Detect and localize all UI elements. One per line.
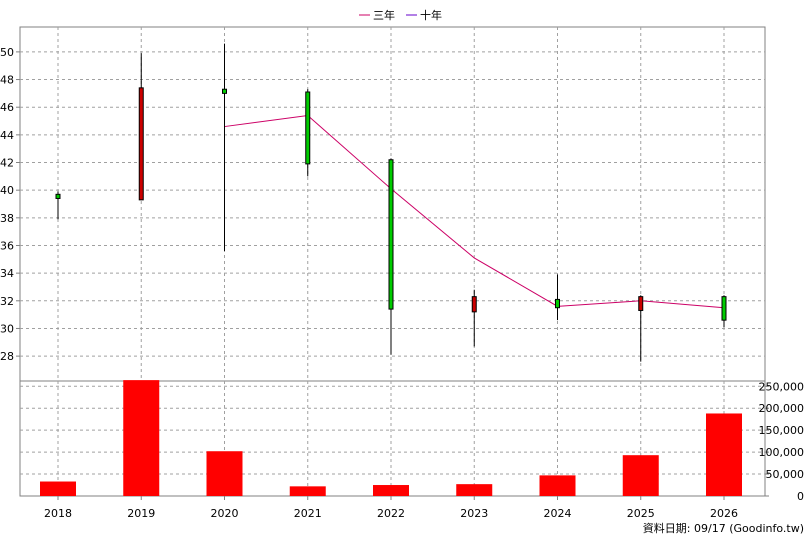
candlestick-series [55,43,727,362]
three-year-line-path [224,114,725,309]
price-y-tick-label: 46 [0,101,14,114]
price-y-tick-label: 30 [0,322,14,335]
candle-body [55,193,61,199]
price-y-tick-label: 40 [0,184,14,197]
volume-y-axis-ticks: 0 50,000 100,000 150,000 200,000 250,000 [759,380,805,503]
three-year-average-line [224,114,725,309]
price-y-tick-label: 34 [0,267,14,280]
price-y-axis-ticks: 28 30 32 34 36 38 40 42 44 46 48 50 [0,46,20,363]
price-y-tick-label: 44 [0,129,14,142]
x-tick-label: 2026 [710,507,738,520]
price-y-tick-label: 42 [0,157,14,170]
price-y-tick-label: 28 [0,350,14,363]
x-tick-label: 2023 [460,507,488,520]
legend: 三年 十年 [359,8,442,22]
volume-bar [40,481,76,496]
volume-bar [539,475,576,496]
x-tick-label: 2021 [294,507,322,520]
candle-body [305,91,311,165]
volume-y-tick-label: 50,000 [766,468,805,481]
candle-body [222,88,227,94]
volume-bar-series [40,380,742,496]
price-y-tick-label: 36 [0,239,14,252]
x-tick-label: 2018 [44,507,72,520]
x-axis-ticks: 2018 2019 2020 2021 2022 2023 2024 2025 2026 [44,496,738,520]
volume-bar [622,455,659,496]
volume-y-tick-label: 150,000 [759,424,805,437]
volume-y-tick-label: 100,000 [759,446,805,459]
price-y-tick-label: 32 [0,295,14,308]
x-tick-label: 2019 [127,507,155,520]
source-note: 資料日期: 09/17 (Goodinfo.tw) [643,521,804,535]
x-tick-label: 2020 [211,507,239,520]
volume-y-tick-label: 200,000 [759,402,805,415]
volume-bar [206,451,243,496]
volume-y-tick-label: 250,000 [759,380,805,393]
candle-body [388,159,394,310]
volume-bar [289,486,326,496]
volume-y-tick-label: 0 [797,490,804,503]
candle-body [138,87,144,201]
candle-body [721,296,727,321]
volume-bar [456,484,493,496]
x-tick-label: 2022 [377,507,405,520]
candle-body [638,296,644,311]
price-y-tick-label: 48 [0,74,14,87]
price-y-tick-label: 50 [0,46,14,59]
legend-label-ten-year: 十年 [420,8,442,22]
volume-bar [706,413,742,496]
x-tick-label: 2025 [627,507,655,520]
volume-bar [373,485,409,496]
price-y-tick-label: 38 [0,212,14,225]
volume-bar [123,380,160,496]
candle-body [555,298,560,309]
candle-body [471,296,477,313]
legend-label-three-year: 三年 [373,8,395,22]
x-tick-label: 2024 [544,507,572,520]
